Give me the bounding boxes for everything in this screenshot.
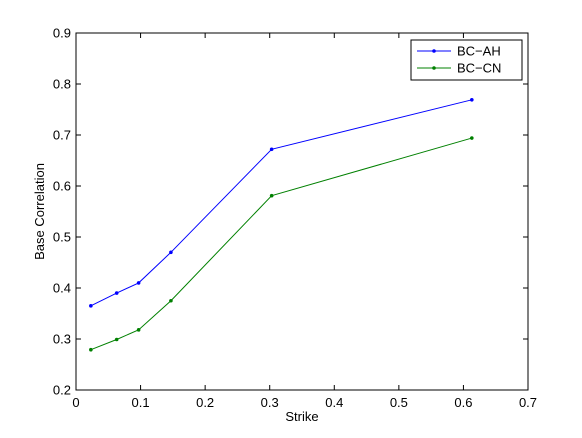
y-tick-label: 0.6 <box>53 179 71 194</box>
data-point <box>269 193 274 198</box>
x-tick-label: 0.7 <box>519 395 537 410</box>
x-axis-label: Strike <box>285 409 318 424</box>
x-tick-label: 0 <box>72 395 79 410</box>
plot-area <box>76 33 528 390</box>
legend-marker <box>432 66 436 70</box>
data-point <box>269 147 274 152</box>
legend: BC−AH BC−CN <box>410 39 523 81</box>
data-point <box>114 337 119 342</box>
x-tick-label: 0.5 <box>390 395 408 410</box>
y-tick-label: 0.3 <box>53 332 71 347</box>
series-line-2 <box>90 137 472 351</box>
x-tick-label: 0.1 <box>132 395 150 410</box>
legend-entry-2: BC−CN <box>457 61 501 76</box>
y-tick-label: 0.2 <box>53 383 71 398</box>
data-point <box>136 281 141 285</box>
data-point <box>169 250 173 255</box>
y-tick-label: 0.5 <box>53 230 71 245</box>
data-point <box>470 98 474 102</box>
x-tick-label: 0.3 <box>261 395 279 410</box>
data-point <box>169 298 173 303</box>
series-line-1 <box>90 99 472 307</box>
data-point <box>470 136 474 140</box>
x-tick-label: 0.2 <box>196 395 214 410</box>
legend-marker <box>432 49 436 53</box>
y-axis-label: Base Correlation <box>32 163 47 260</box>
x-tick-label: 0.6 <box>454 395 472 410</box>
axes-box <box>75 32 529 391</box>
plot-background <box>76 33 528 390</box>
data-point <box>89 304 93 308</box>
y-tick-label: 0.4 <box>53 281 71 296</box>
data-point <box>89 347 93 352</box>
data-point <box>136 328 141 332</box>
data-point <box>114 291 119 295</box>
legend-entry-1: BC−AH <box>457 44 501 59</box>
series-layer <box>89 98 474 352</box>
x-tick-label: 0.4 <box>325 395 343 410</box>
axes: 0 0.1 0.2 0.3 0.4 0.5 0.6 0.7 0.2 0.3 0.4 0.5 0.6 0.7… <box>53 26 537 411</box>
y-tick-label: 0.7 <box>53 128 71 143</box>
y-tick-label: 0.9 <box>53 26 71 41</box>
legend-box <box>410 39 523 81</box>
y-tick-label: 0.8 <box>53 77 71 92</box>
